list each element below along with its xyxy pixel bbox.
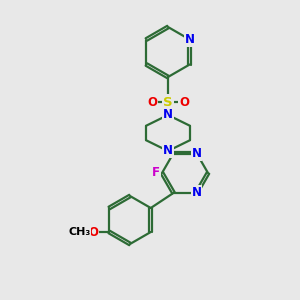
Text: F: F [152,167,160,179]
Text: N: N [191,186,202,200]
Text: O: O [88,226,98,238]
Text: O: O [147,95,157,109]
Text: S: S [163,95,173,109]
Text: O: O [179,95,189,109]
Text: N: N [163,109,173,122]
Text: N: N [191,147,202,160]
Text: N: N [185,33,195,46]
Text: CH₃: CH₃ [68,227,90,237]
Text: N: N [163,145,173,158]
